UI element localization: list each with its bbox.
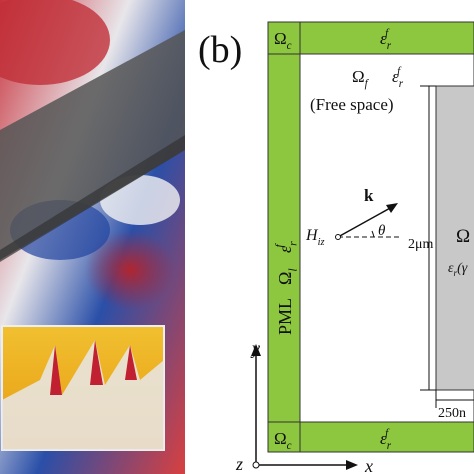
bottom-permittivity: εrf bbox=[380, 427, 392, 452]
free-space-region: Ωf bbox=[352, 67, 370, 90]
source: Hiz bbox=[305, 227, 325, 248]
subscript: r bbox=[399, 78, 404, 90]
subscript: c bbox=[287, 440, 292, 452]
symbol-main: ε bbox=[448, 261, 454, 276]
domain bbox=[251, 21, 474, 470]
symbol-main: Ω bbox=[352, 67, 365, 86]
angle: θ bbox=[378, 223, 386, 239]
z-axis-label: z bbox=[235, 454, 243, 474]
pml-label: PML Ωl εrf bbox=[273, 241, 300, 335]
width-label: 250n bbox=[438, 406, 466, 421]
superscript: f bbox=[397, 65, 402, 77]
symbol-main: Ω bbox=[275, 272, 295, 285]
top-region: Ωc bbox=[274, 29, 292, 52]
subscript: r bbox=[454, 268, 458, 278]
superscript: f bbox=[273, 243, 286, 248]
top-permittivity: εrf bbox=[380, 27, 392, 52]
superscript: f bbox=[385, 427, 390, 439]
bottom-region: Ωc bbox=[274, 429, 292, 452]
symbol-main: Ω bbox=[274, 29, 287, 48]
subscript: l bbox=[286, 268, 299, 271]
symbol-rest: (γ bbox=[457, 261, 468, 276]
subscript: iz bbox=[318, 237, 325, 248]
panel-label: (b) bbox=[198, 29, 242, 71]
subscript: c bbox=[287, 40, 292, 52]
height-label: 2μm bbox=[408, 237, 434, 252]
x-axis-label: x bbox=[364, 456, 373, 474]
free-space-caption: (Free space) bbox=[310, 95, 394, 114]
symbol-main: ε bbox=[380, 29, 387, 48]
symbol-main: ε bbox=[392, 67, 399, 86]
symbol-main: Ω bbox=[274, 429, 287, 448]
pml-permittivity: εrf bbox=[273, 241, 300, 253]
subscript: f bbox=[365, 78, 370, 90]
y-axis-label: y bbox=[250, 338, 260, 358]
symbol-main: H bbox=[305, 227, 319, 244]
wave-vector: k bbox=[364, 186, 374, 205]
symbol-main: ε bbox=[380, 429, 387, 448]
subscript: r bbox=[286, 241, 299, 246]
symbol-main: ε bbox=[275, 245, 295, 253]
scatterer-region: Ω bbox=[456, 226, 470, 247]
symbol-main: Ω bbox=[456, 226, 470, 247]
scatterer-permittivity: εr(γ bbox=[448, 261, 468, 278]
render-image bbox=[0, 0, 188, 474]
pml-region: Ωl bbox=[275, 268, 299, 285]
free-space-permittivity: εrf bbox=[392, 65, 404, 90]
subscript: r bbox=[387, 440, 392, 452]
subscript: r bbox=[387, 40, 392, 52]
superscript: f bbox=[385, 27, 390, 39]
pml-prefix: PML bbox=[275, 298, 295, 335]
